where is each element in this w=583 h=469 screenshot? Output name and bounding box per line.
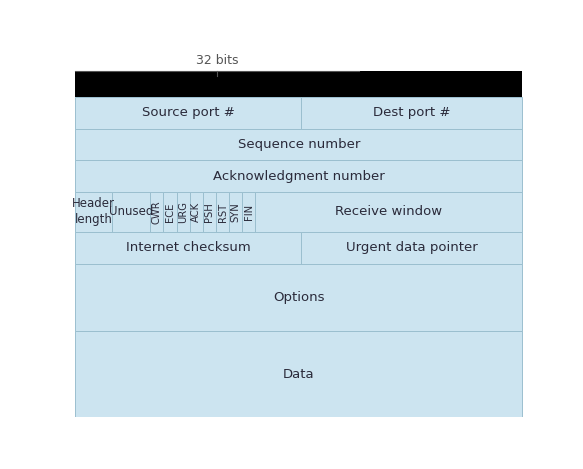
Bar — [163, 192, 177, 232]
Text: Receive window: Receive window — [335, 205, 442, 219]
Text: SYN: SYN — [231, 202, 241, 222]
Text: PSH: PSH — [205, 202, 215, 222]
Text: URG: URG — [178, 201, 188, 223]
Bar — [243, 192, 255, 232]
Bar — [177, 192, 189, 232]
Bar — [75, 331, 522, 417]
Bar — [75, 71, 522, 97]
Text: Data: Data — [283, 368, 315, 381]
Bar — [75, 232, 301, 264]
Text: ACK: ACK — [191, 202, 201, 222]
Text: FIN: FIN — [244, 204, 254, 220]
Text: Unused: Unused — [109, 205, 153, 219]
Text: ECE: ECE — [165, 202, 175, 222]
Bar — [255, 192, 522, 232]
Bar — [203, 192, 216, 232]
Bar — [113, 192, 150, 232]
Text: CWR: CWR — [152, 200, 162, 224]
Bar — [75, 264, 522, 331]
Text: Dest port #: Dest port # — [373, 106, 451, 119]
Bar — [75, 192, 113, 232]
Text: RST: RST — [217, 203, 227, 221]
Text: Sequence number: Sequence number — [238, 138, 360, 151]
Bar — [75, 97, 301, 129]
Text: Header
length: Header length — [72, 197, 115, 227]
Bar — [75, 129, 522, 160]
Bar — [216, 192, 229, 232]
Text: Options: Options — [273, 291, 325, 304]
Bar — [189, 192, 203, 232]
Text: Acknowledgment number: Acknowledgment number — [213, 170, 385, 183]
Bar — [75, 160, 522, 192]
Bar — [229, 192, 243, 232]
Bar — [301, 97, 522, 129]
Text: Urgent data pointer: Urgent data pointer — [346, 241, 477, 254]
Bar — [150, 192, 163, 232]
Bar — [301, 232, 522, 264]
Text: Source port #: Source port # — [142, 106, 234, 119]
Text: 32 bits: 32 bits — [196, 54, 238, 67]
Text: Internet checksum: Internet checksum — [126, 241, 251, 254]
